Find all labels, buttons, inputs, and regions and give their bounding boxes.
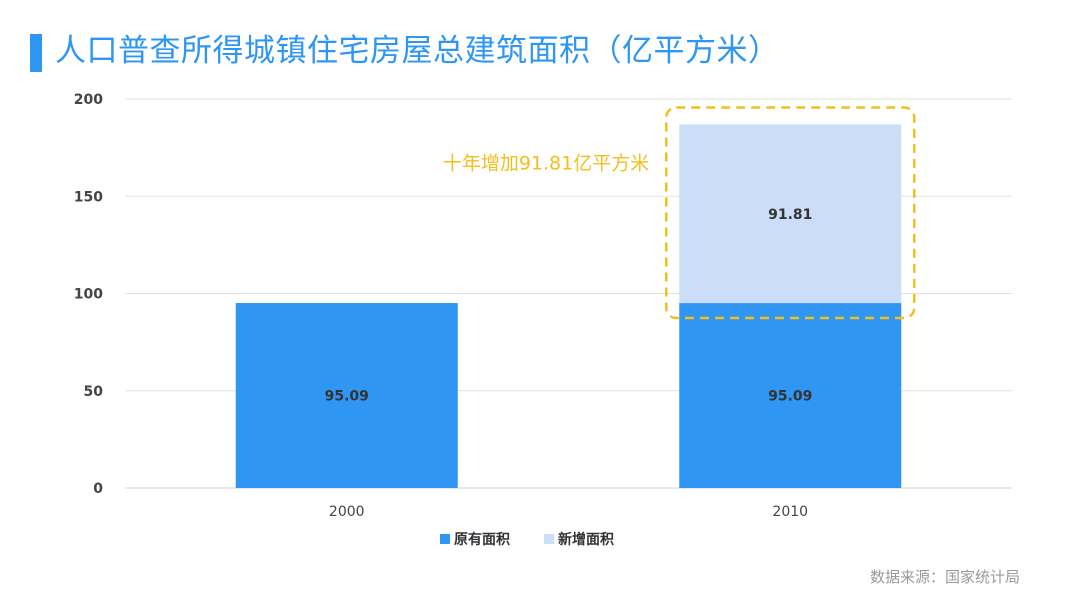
y-tick-label-200: 200 xyxy=(74,92,103,108)
bar-2010-series-0 xyxy=(679,303,902,488)
legend-swatch-0 xyxy=(440,534,450,544)
y-tick-label-50: 50 xyxy=(84,384,104,400)
legend-label-1: 新增面积 xyxy=(558,531,614,548)
y-tick-label-100: 100 xyxy=(74,287,103,303)
legend-swatch-1 xyxy=(544,534,554,544)
chart-title: 人口普查所得城镇住宅房屋总建筑面积（亿平方米） xyxy=(55,33,780,69)
title-accent-bar xyxy=(30,34,42,72)
y-tick-label-150: 150 xyxy=(74,189,103,205)
y-tick-label-0: 0 xyxy=(93,481,103,497)
data-label-2010-series-1: 91.81 xyxy=(768,207,812,223)
data-label-2010-series-0: 95.09 xyxy=(768,389,812,405)
x-tick-label-2010: 2010 xyxy=(772,504,808,520)
data-source-note: 数据来源：国家统计局 xyxy=(869,568,1020,586)
legend-label-0: 原有面积 xyxy=(454,531,510,548)
bar-2010-series-1 xyxy=(679,124,902,304)
data-label-2000-series-0: 95.09 xyxy=(325,389,369,405)
annotation-dashed-box xyxy=(665,106,916,320)
annotation-text: 十年增加91.81亿平方米 xyxy=(443,152,649,174)
bar-2000-series-0 xyxy=(235,303,458,488)
stacked-bar-chart: 0 50 100 150 200 95.09 2000 95.09 91.81 2010 十年增加9… xyxy=(74,92,1012,548)
x-tick-label-2000: 2000 xyxy=(329,504,365,520)
